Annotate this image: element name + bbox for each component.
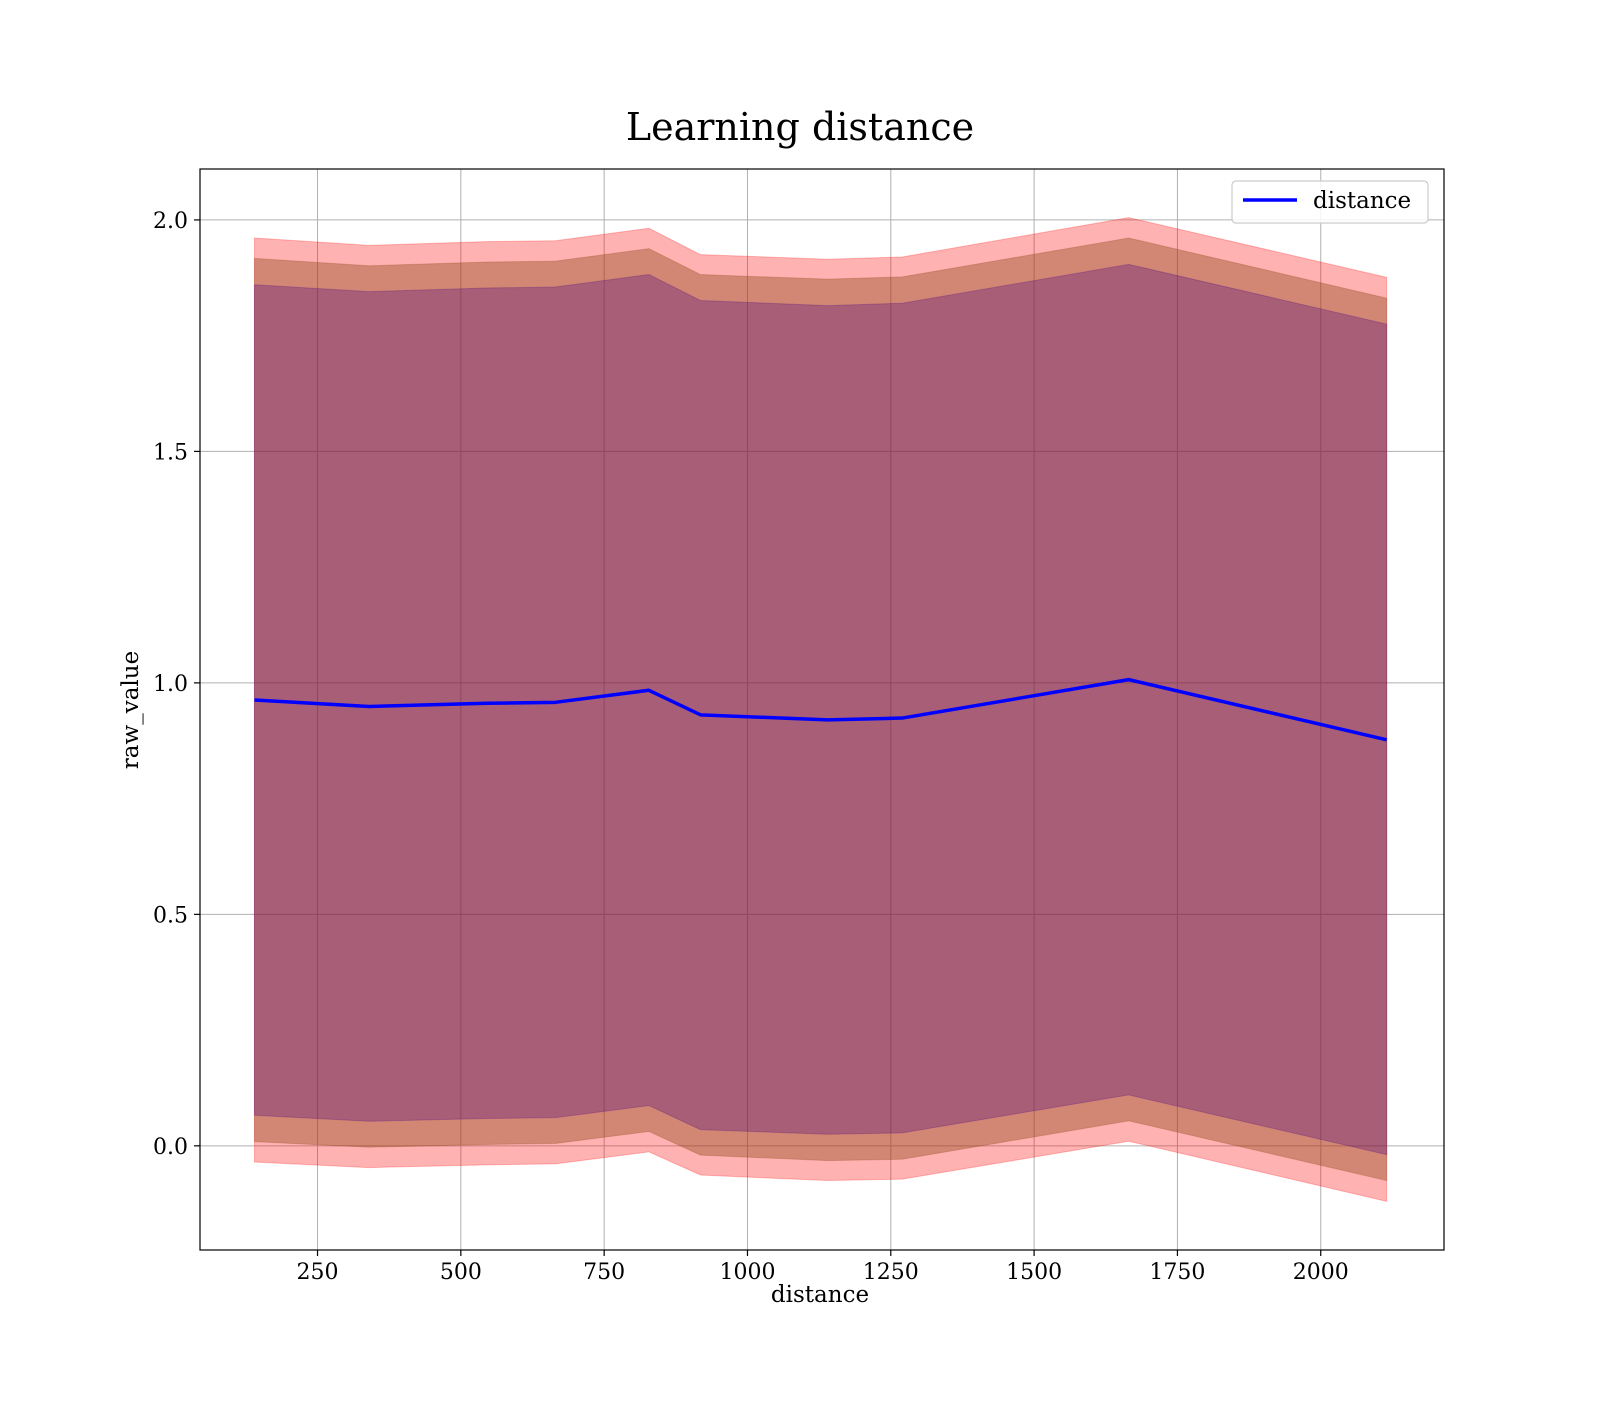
confidence-band-3 xyxy=(253,263,1388,1156)
series-lines xyxy=(254,677,1388,742)
confidence-bands xyxy=(253,217,1388,1203)
y-axis-label: raw_value xyxy=(118,651,144,769)
legend: distance xyxy=(1231,180,1429,224)
chart-title: Learning distance xyxy=(626,105,974,149)
x-tick-label: 2000 xyxy=(1293,1260,1349,1285)
legend-box xyxy=(1231,180,1429,224)
confidence-band-1 xyxy=(253,217,1388,1203)
x-tick-label: 1000 xyxy=(719,1260,775,1285)
y-tick-label: 0.5 xyxy=(153,903,188,928)
y-tick-label: 0.0 xyxy=(153,1135,188,1160)
y-tick-label: 2.0 xyxy=(153,209,188,234)
x-tick-label: 750 xyxy=(583,1260,625,1285)
x-tick-label: 1750 xyxy=(1149,1260,1205,1285)
series-line-1 xyxy=(254,677,1388,742)
confidence-band-2 xyxy=(253,237,1388,1182)
x-tick-label: 250 xyxy=(297,1260,339,1285)
x-tick-label: 500 xyxy=(440,1260,482,1285)
x-tick-label: 1500 xyxy=(1006,1260,1062,1285)
x-axis-ticks: 250 500 750 1000 1250 1500 1750 2000 xyxy=(297,1250,1349,1285)
y-axis-ticks: 0.0 0.5 1.0 1.5 2.0 xyxy=(153,209,200,1160)
y-tick-label: 1.0 xyxy=(153,672,188,697)
x-tick-label: 1250 xyxy=(863,1260,919,1285)
y-tick-label: 1.5 xyxy=(153,440,188,465)
plot-frame xyxy=(199,168,1445,1251)
x-axis-label: distance xyxy=(771,1282,869,1308)
legend-label: distance xyxy=(1313,188,1411,214)
